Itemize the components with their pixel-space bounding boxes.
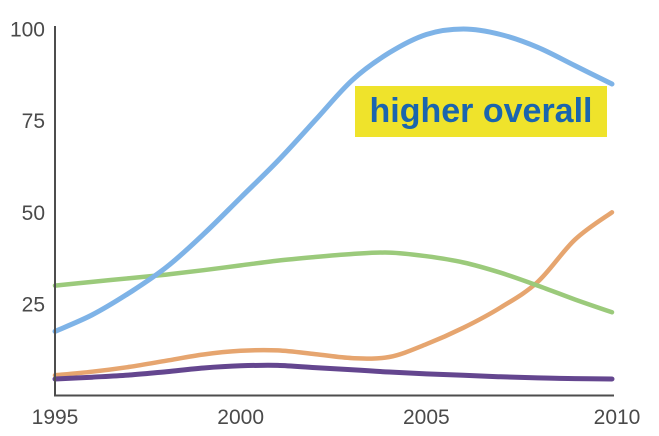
x-tick-label: 1995 — [32, 406, 79, 429]
annotation-text: higher overall — [369, 92, 593, 130]
x-tick-label: 2005 — [403, 406, 450, 429]
y-tick-label: 50 — [22, 202, 45, 225]
series-line-blue — [52, 26, 615, 334]
series-line-orange — [52, 210, 615, 378]
y-tick-label: 25 — [22, 293, 45, 316]
series-line-purple — [52, 362, 615, 382]
x-tick-label: 2000 — [217, 406, 264, 429]
series-line-green — [52, 250, 615, 315]
annotation-highlight-box: higher overall — [355, 86, 607, 137]
y-tick-label: 75 — [22, 110, 45, 133]
x-tick-label: 2010 — [594, 406, 641, 429]
y-tick-label: 100 — [10, 19, 45, 42]
